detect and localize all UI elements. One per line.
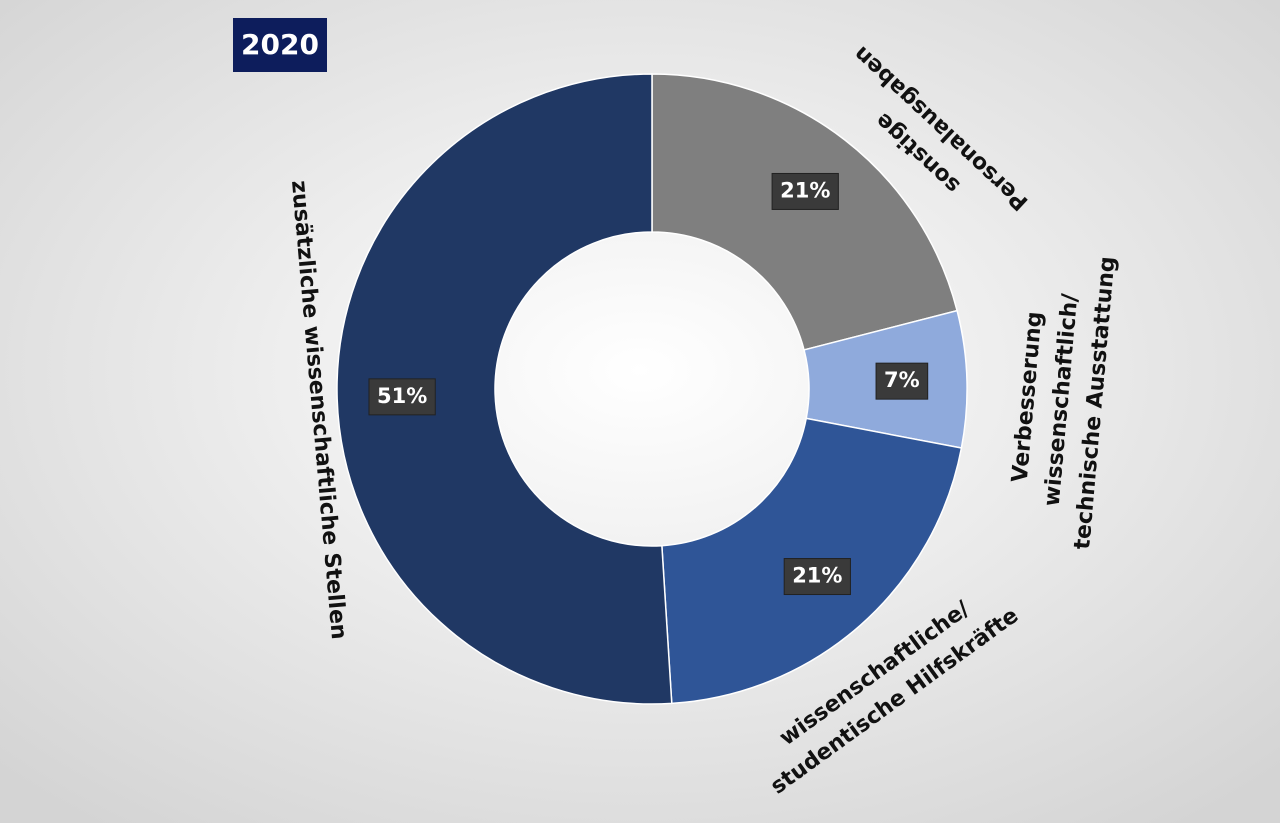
value-label-box (783, 558, 851, 596)
slice (336, 73, 673, 705)
slice (651, 73, 959, 351)
value-label: 51% (377, 384, 427, 408)
chart-title: 2020 (241, 28, 319, 61)
value-label-box (771, 172, 839, 210)
value-label-box (875, 362, 929, 400)
value-label: 7% (884, 368, 920, 392)
value-label: 21% (780, 178, 830, 202)
value-label-box (368, 378, 436, 416)
value-label: 21% (792, 564, 842, 588)
title-box (233, 18, 327, 72)
